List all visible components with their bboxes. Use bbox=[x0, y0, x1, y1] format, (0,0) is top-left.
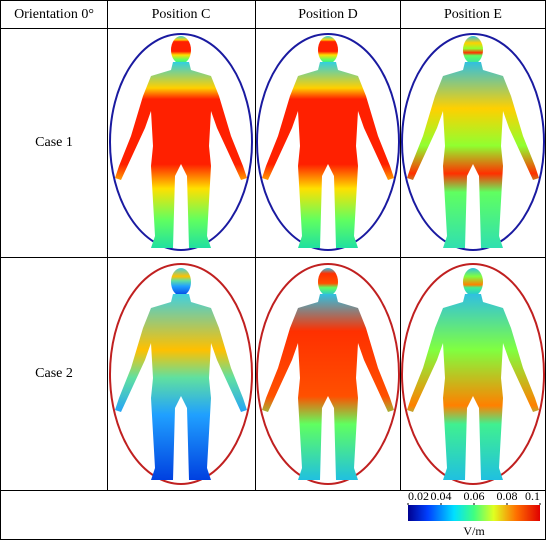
header-cell: Orientation 0° bbox=[14, 7, 94, 22]
colorbar-tick-label: 0.1 bbox=[525, 489, 540, 503]
header-cell: Position D bbox=[298, 7, 358, 22]
field-images bbox=[109, 33, 545, 485]
row-label: Case 1 bbox=[35, 135, 73, 150]
table-grid bbox=[0, 0, 546, 540]
colorbar-tick-label: 0.08 bbox=[497, 489, 518, 503]
row-label: Case 2 bbox=[35, 366, 73, 381]
colorbar-unit: V/m bbox=[463, 524, 485, 538]
header-cell: Position E bbox=[444, 7, 502, 22]
colorbar-tick-label: 0.06 bbox=[464, 489, 485, 503]
header-cell: Position C bbox=[152, 7, 211, 22]
colorbar-tick-label: 0.04 bbox=[431, 489, 452, 503]
colorbar-tick-label: 0.02 bbox=[408, 489, 429, 503]
colorbar-ticks: 0.02 0.04 0.06 0.08 0.1 bbox=[407, 489, 541, 505]
colorbar bbox=[408, 505, 540, 521]
